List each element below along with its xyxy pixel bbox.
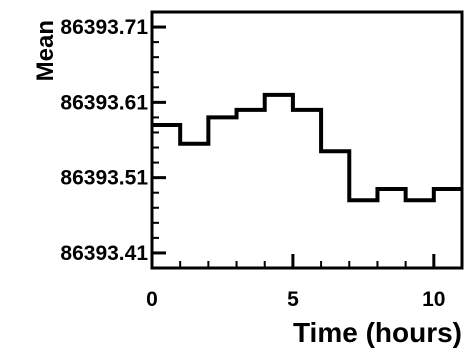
- series-line: [152, 92, 462, 203]
- x-tick-label: 0: [146, 288, 158, 311]
- x-axis-title: Time (hours): [293, 317, 462, 348]
- x-tick-label: 10: [422, 288, 445, 311]
- plot-border: [150, 10, 464, 270]
- y-axis: 86393.41 86393.51 86393.61 86393.71: [60, 11, 166, 269]
- y-tick-label: 86393.51: [60, 167, 148, 190]
- y-tick-label: 86393.71: [60, 16, 148, 39]
- y-tick-label: 86393.41: [60, 242, 148, 265]
- series: [152, 92, 462, 203]
- x-tick-label: 5: [287, 288, 299, 311]
- y-axis-title: Mean: [32, 20, 59, 81]
- x-axis: 0 5 10: [146, 254, 463, 311]
- plot-frame: [150, 10, 464, 270]
- y-tick-label: 86393.61: [60, 91, 148, 114]
